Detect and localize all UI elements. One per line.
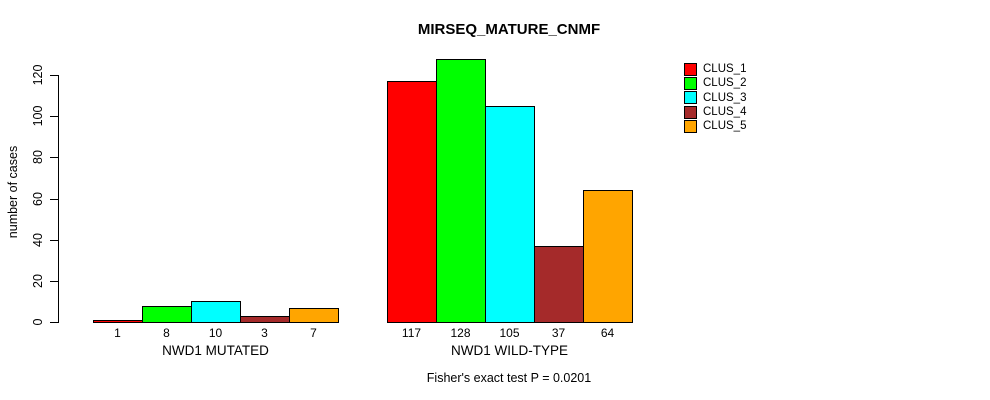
bar-value-label: 10 xyxy=(208,326,223,340)
category-label: NWD1 WILD-TYPE xyxy=(450,343,569,358)
bar-value-label: 117 xyxy=(401,326,422,340)
bar-value-label: 7 xyxy=(310,326,317,340)
legend-label: CLUS_3 xyxy=(703,91,747,104)
legend: CLUS_1 CLUS_2 CLUS_3 CLUS_4 CLUS_5 xyxy=(684,62,746,133)
legend-label: CLUS_4 xyxy=(703,106,747,119)
y-tick xyxy=(50,199,58,200)
y-tick-label: 40 xyxy=(31,233,45,247)
bar-clus_3 xyxy=(485,106,535,323)
bar-clus_3 xyxy=(191,301,241,323)
legend-swatch-clus_5 xyxy=(684,119,697,133)
bar-clus_2 xyxy=(142,306,192,323)
y-tick-label: 100 xyxy=(31,105,45,127)
bar-value-label: 37 xyxy=(551,326,566,340)
y-tick xyxy=(50,157,58,158)
bar-value-label: 3 xyxy=(261,326,268,340)
y-tick xyxy=(50,116,58,117)
y-tick-label: 0 xyxy=(31,318,45,326)
y-tick xyxy=(50,240,58,241)
bar-value-label: 8 xyxy=(163,326,170,340)
legend-swatch-clus_1 xyxy=(684,62,697,76)
y-tick-label: 60 xyxy=(31,192,45,206)
bar-value-label: 64 xyxy=(600,326,615,340)
fisher-test-pvalue: Fisher's exact test P = 0.0201 xyxy=(426,371,592,385)
bar-clus_2 xyxy=(436,59,486,323)
bar-clus_1 xyxy=(93,320,143,323)
legend-label: CLUS_2 xyxy=(703,77,747,90)
y-tick-label: 120 xyxy=(31,64,45,86)
category-label: NWD1 MUTATED xyxy=(162,343,269,358)
bar-value-label: 128 xyxy=(450,326,471,340)
legend-label: CLUS_1 xyxy=(703,63,747,76)
bar-clus_4 xyxy=(240,316,290,323)
y-axis xyxy=(58,75,59,323)
y-axis-label: number of cases xyxy=(6,145,20,239)
legend-item: CLUS_5 xyxy=(684,119,746,133)
y-tick xyxy=(50,281,58,282)
bar-clus_4 xyxy=(534,246,584,323)
y-tick-label: 80 xyxy=(31,150,45,164)
legend-label: CLUS_5 xyxy=(703,120,747,133)
bar-value-label: 1 xyxy=(114,326,121,340)
y-tick xyxy=(50,322,58,323)
legend-item: CLUS_3 xyxy=(684,91,746,105)
legend-swatch-clus_3 xyxy=(684,91,697,105)
bar-value-label: 105 xyxy=(499,326,520,340)
y-tick-label: 20 xyxy=(31,274,45,288)
bar-clus_5 xyxy=(289,308,339,323)
legend-item: CLUS_2 xyxy=(684,76,746,90)
legend-swatch-clus_4 xyxy=(684,105,697,119)
y-tick xyxy=(50,75,58,76)
chart-title: MIRSEQ_MATURE_CNMF xyxy=(417,21,601,38)
bar-clus_5 xyxy=(583,190,633,323)
legend-swatch-clus_2 xyxy=(684,76,697,90)
bar-clus_1 xyxy=(387,81,437,323)
legend-item: CLUS_1 xyxy=(684,62,746,76)
legend-item: CLUS_4 xyxy=(684,105,746,119)
